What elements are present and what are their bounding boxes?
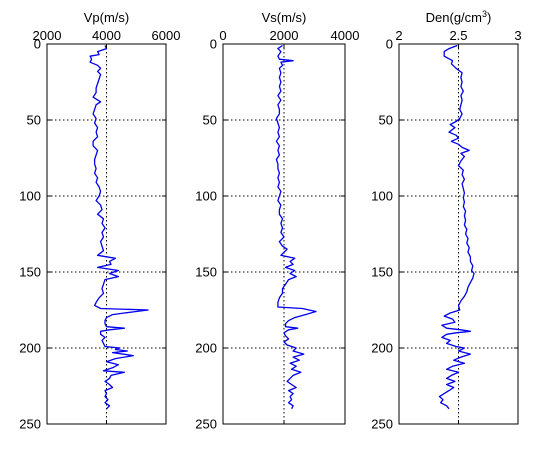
x-tick-label: 4000: [92, 28, 121, 43]
y-tick-label: 100: [371, 189, 393, 204]
panel-title-close: ): [487, 10, 491, 25]
y-tick-label: 0: [34, 37, 41, 52]
x-tick-label: 2000: [270, 28, 299, 43]
panel-title: Den(g/cm3): [426, 9, 492, 25]
y-tick-label: 50: [379, 113, 393, 128]
y-tick-label: 250: [19, 417, 41, 432]
y-tick-label: 100: [195, 189, 217, 204]
panel-title: Vs(m/s): [262, 10, 307, 25]
x-tick-label: 0: [219, 28, 226, 43]
panel-title-text: Vp(m/s): [84, 10, 130, 25]
y-tick-label: 150: [371, 265, 393, 280]
y-tick-label: 150: [19, 265, 41, 280]
y-tick-label: 250: [195, 417, 217, 432]
log-trace: [89, 45, 149, 410]
x-tick-label: 2: [395, 28, 402, 43]
panel-title-text: Vs(m/s): [262, 10, 307, 25]
panel-title-superscript: 3: [482, 9, 487, 19]
y-tick-label: 200: [19, 341, 41, 356]
x-tick-label: 4000: [331, 28, 360, 43]
y-tick-label: 50: [27, 113, 41, 128]
y-tick-label: 200: [195, 341, 217, 356]
x-tick-label: 2.5: [449, 28, 467, 43]
log-panel-2: 0 2000 4000 0 50 100 150 200 250 Vs(m/s): [195, 10, 359, 432]
y-tick-label: 0: [210, 37, 217, 52]
y-tick-label: 150: [195, 265, 217, 280]
log-panel-1: 2000 4000 6000 0 50 100 150 200 250 Vp(m/s): [19, 10, 180, 432]
log-trace: [438, 44, 475, 410]
log-trace: [275, 44, 317, 410]
y-tick-label: 0: [386, 37, 393, 52]
y-tick-label: 100: [19, 189, 41, 204]
y-tick-label: 50: [203, 113, 217, 128]
x-tick-label: 3: [514, 28, 521, 43]
y-tick-label: 250: [371, 417, 393, 432]
x-tick-label: 6000: [152, 28, 181, 43]
panel-title-text: Den(g/cm: [426, 10, 482, 25]
y-tick-label: 200: [371, 341, 393, 356]
panel-title: Vp(m/s): [84, 10, 130, 25]
x-tick-label: 2000: [33, 28, 62, 43]
